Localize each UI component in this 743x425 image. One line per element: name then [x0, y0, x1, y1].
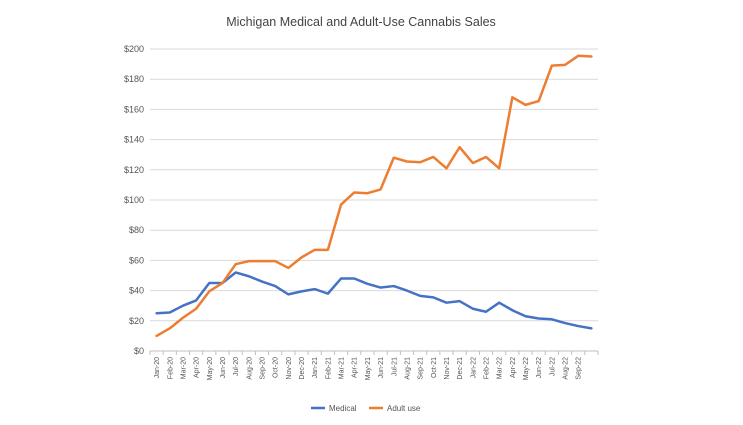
series-lines [155, 54, 593, 338]
x-tick-label: Aug-20 [246, 357, 253, 380]
x-tick-label: Nov-20 [286, 357, 293, 380]
y-tick-label: $20 [129, 316, 144, 326]
x-tick-label: Sep-21 [418, 357, 425, 380]
x-tick-label: Aug-21 [404, 357, 411, 380]
x-tick-label: Feb-20 [167, 357, 174, 379]
y-tick-label: $160 [124, 104, 144, 114]
x-tick-label: Sep-22 [576, 357, 583, 380]
x-tick-label: Jul-20 [233, 357, 240, 376]
gridlines [150, 48, 598, 322]
x-tick-label: Aug-22 [563, 357, 570, 380]
y-tick-label: $200 [124, 44, 144, 54]
x-tick-label: Apr-20 [194, 357, 201, 378]
x-tick-label: Nov-21 [444, 357, 451, 380]
y-tick-label: $40 [129, 286, 144, 296]
y-axis-ticks: $0 $20 $40 $60 $80 $100 $120 $140 $160 $180 $200 [124, 44, 144, 356]
x-tick-label: Feb-21 [325, 357, 332, 379]
x-tick-label: Jan-22 [470, 357, 477, 379]
series-line-medical [155, 271, 593, 330]
y-tick-label: $180 [124, 74, 144, 84]
x-tick-label: Mar-21 [339, 357, 346, 379]
y-tick-label: $0 [134, 346, 144, 356]
y-tick-label: $120 [124, 165, 144, 175]
x-tick-label: Mar-20 [180, 357, 187, 379]
x-tick-label: Jan-20 [154, 357, 161, 379]
x-tick-label: Jun-20 [220, 357, 227, 379]
y-tick-label: $100 [124, 195, 144, 205]
x-tick-label: Feb-22 [484, 357, 491, 379]
x-axis: Jan-20 Feb-20 Mar-20 Apr-20 May-20 Jun-20 Jul-… [149, 350, 599, 380]
x-tick-label: Mar-22 [497, 357, 504, 379]
x-tick-label: Dec-21 [457, 357, 464, 380]
legend-label: Medical [329, 404, 357, 413]
x-tick-label: Sep-20 [260, 357, 267, 380]
x-tick-label: Apr-22 [510, 357, 517, 378]
x-tick-label: Jan-21 [312, 357, 319, 379]
legend: Medical Adult use [311, 404, 421, 413]
y-tick-label: $80 [129, 225, 144, 235]
x-tick-label: May-20 [207, 357, 214, 380]
x-tick-label: Jun-21 [378, 357, 385, 379]
y-tick-label: $140 [124, 135, 144, 145]
y-tick-label: $60 [129, 255, 144, 265]
x-tick-label: Jul-21 [391, 357, 398, 376]
x-tick-label: Jun-22 [536, 357, 543, 379]
x-tick-label: Jul-22 [549, 357, 556, 376]
legend-label: Adult use [387, 404, 421, 413]
chart-title: Michigan Medical and Adult-Use Cannabis … [226, 15, 496, 29]
x-tick-label: May-22 [523, 357, 530, 380]
series-line-adult-use [155, 54, 593, 338]
x-tick-label: Apr-21 [352, 357, 359, 378]
x-tick-label: May-21 [365, 357, 372, 380]
x-tick-label: Oct-21 [431, 357, 438, 378]
x-tick-label: Oct-20 [273, 357, 280, 378]
x-tick-label: Dec-20 [299, 357, 306, 380]
